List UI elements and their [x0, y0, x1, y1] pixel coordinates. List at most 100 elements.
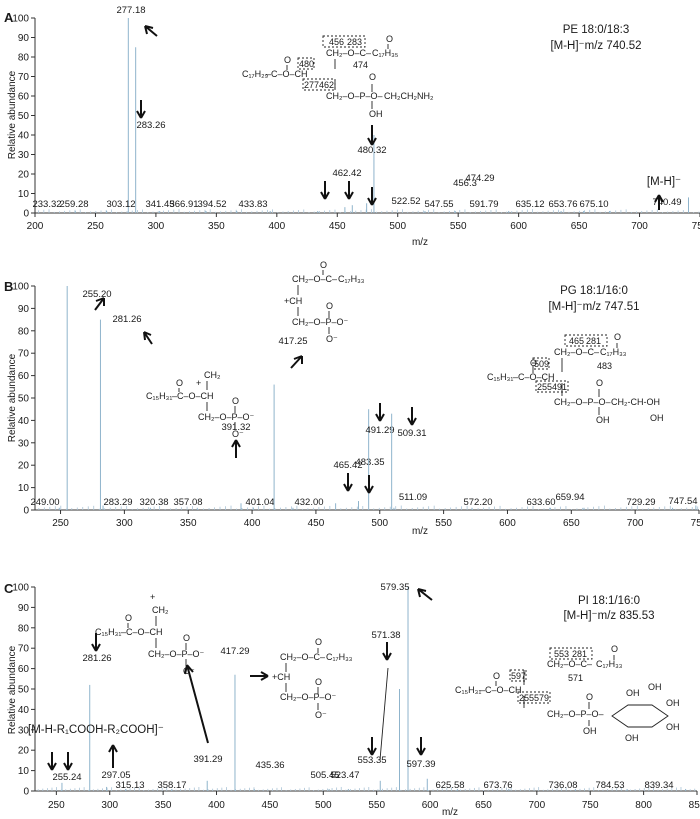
svg-text:+: +: [196, 378, 201, 388]
panel-a: A Relative abundance m/z 0 10 20 30 40 50 60 70…: [4, 5, 700, 248]
peak-label: 435.36: [255, 760, 284, 771]
x-axis-label-b: m/z: [412, 526, 428, 537]
x-tick-label: 700: [631, 221, 648, 232]
panel-c: C Relative abundance m/z 0 10 20 30 40 50 60 70…: [4, 581, 700, 818]
peak-label: 659.94: [555, 492, 584, 503]
panel-b: B Relative abundance m/z 0 10 20 30 40 50 60 70…: [4, 260, 700, 537]
svg-text:O: O: [320, 260, 327, 270]
peak-label: 417.29: [220, 646, 249, 657]
peak-label: 474.29: [465, 173, 494, 184]
y-tick-label: 90: [18, 304, 30, 315]
svg-text:491: 491: [552, 382, 567, 392]
svg-text:456: 456: [329, 37, 344, 47]
arrow-icon: [63, 752, 73, 771]
y-tick-label: 100: [12, 282, 29, 293]
svg-text:CH₂–O–C–: CH₂–O–C–: [280, 652, 325, 662]
x-tick-label: 750: [692, 221, 700, 232]
y-tick-label: 0: [23, 787, 29, 798]
x-tick-label: 650: [475, 800, 492, 811]
peak-label: 281.26: [112, 314, 141, 325]
peak-label: 341.45: [145, 199, 174, 210]
svg-text:255: 255: [519, 693, 534, 703]
x-tick-label: 300: [116, 518, 133, 529]
y-axis-label-c: Relative abundance: [7, 645, 18, 734]
peak-label: 480.32: [357, 145, 386, 156]
y-axis-label-b: Relative abundance: [7, 353, 18, 442]
y-tick-label: 90: [18, 603, 30, 614]
y-tick-label: 10: [18, 766, 30, 777]
peaks-b: 249.00 255.20 281.26 283.29 320.38 357.08 391.…: [30, 286, 698, 510]
arrow-icon: [343, 473, 353, 492]
svg-text:483: 483: [597, 361, 612, 371]
peak-label: 511.09: [399, 492, 427, 503]
x-tick-label: 250: [52, 518, 69, 529]
peak-label: 736.08: [548, 780, 577, 791]
svg-text:CH₂-CH-OH: CH₂-CH-OH: [611, 397, 660, 407]
panel-label-b: B: [4, 279, 13, 294]
y-tick-label: 60: [18, 664, 30, 675]
y-tick-label: 10: [18, 189, 30, 200]
y-axis-label-a: Relative abundance: [7, 70, 18, 159]
x-tick-label: 300: [101, 800, 118, 811]
lipid-name-b: PG 18:1/16:0: [560, 285, 628, 297]
peak-label: 432.00: [294, 497, 323, 508]
panel-label-a: A: [4, 10, 14, 25]
svg-text:462: 462: [319, 80, 334, 90]
y-tick-label: 80: [18, 623, 30, 634]
svg-text:CH₂–O–C–: CH₂–O–C–: [554, 347, 599, 357]
y-tick-label: 70: [18, 72, 30, 83]
arrow-icon: [382, 642, 392, 661]
axes-a: 0 10 20 30 40 50 60 70 80 90 100 200 250 300 350 400 450…: [12, 14, 700, 232]
y-tick-label: 40: [18, 705, 30, 716]
leader-line: [379, 667, 389, 761]
svg-text:C₁₇H₃₃: C₁₇H₃₃: [326, 652, 353, 662]
svg-text:+: +: [150, 592, 155, 602]
svg-text:C₁₅H₃₁: C₁₅H₃₁: [95, 627, 121, 637]
fragment-391-structure-c: + CH₂ C₁₅H₃₁ –C–O–CH O CH₂–O–P–O⁻ O O⁻: [95, 592, 205, 676]
y-tick-label: 80: [18, 53, 30, 64]
peak-label: 465.42: [333, 460, 362, 471]
y-tick-label: 30: [18, 150, 30, 161]
svg-text:465: 465: [569, 336, 584, 346]
svg-text:O⁻: O⁻: [183, 666, 195, 676]
pi-structure: CH₂–O–C– C₁₇H₃₃ O C₁₅H₃₁ –C–O–CH O CH₂–O…: [455, 644, 680, 743]
fragment-391-structure-b: CH₂ + C₁₅H₃₁ –C–O–CH O CH₂–O–P–O⁻ O O⁻: [146, 370, 255, 439]
svg-text:CH₂–O–P–O⁻: CH₂–O–P–O⁻: [292, 317, 349, 327]
peak-label: 553.35: [357, 755, 386, 766]
lipid-name-a: PE 18:0/18:3: [563, 24, 630, 36]
arrow-icon: [250, 671, 269, 681]
x-tick-label: 600: [510, 221, 527, 232]
svg-text:CH₂–O–P–O–: CH₂–O–P–O–: [326, 91, 383, 101]
arrow-icon: [344, 181, 354, 200]
svg-text:OH: OH: [625, 733, 639, 743]
precursor-ion-c: [M-H]⁻m/z 835.53: [563, 610, 654, 622]
precursor-ion-a: [M-H]⁻m/z 740.52: [550, 40, 641, 52]
arrow-icon: [417, 588, 433, 601]
svg-text:–C–O–CH: –C–O–CH: [172, 391, 214, 401]
svg-text:283: 283: [347, 37, 362, 47]
peak-label: 358.17: [157, 780, 186, 791]
peak-label: 547.55: [424, 199, 453, 210]
arrow-icon: [143, 331, 153, 345]
y-tick-label: 60: [18, 371, 30, 382]
x-tick-label: 400: [268, 221, 285, 232]
peak-label: 673.76: [483, 780, 512, 791]
peak-label: 401.04: [245, 497, 274, 508]
x-tick-label: 300: [148, 221, 165, 232]
svg-text:C₁₅H₃₁: C₁₅H₃₁: [455, 685, 481, 695]
y-tick-label: 40: [18, 416, 30, 427]
ion-label-a: [M-H]⁻: [647, 176, 681, 188]
arrow-icon: [47, 752, 57, 771]
svg-text:O: O: [369, 72, 376, 82]
peak-label: 303.12: [106, 199, 135, 210]
svg-text:C₁₅H₃₁: C₁₅H₃₁: [146, 391, 172, 401]
svg-text:O: O: [326, 301, 333, 311]
svg-text:O: O: [315, 637, 322, 647]
x-tick-label: 550: [450, 221, 467, 232]
peak-label: 394.52: [197, 199, 226, 210]
svg-text:CH₂: CH₂: [204, 370, 221, 380]
peak-label: 462.42: [332, 168, 361, 179]
svg-text:O: O: [125, 613, 132, 623]
fragment-417-structure-b: CH₂–O–C– C₁₇H₃₃ O +CH CH₂–O–P–O⁻ O O⁻: [284, 260, 365, 344]
